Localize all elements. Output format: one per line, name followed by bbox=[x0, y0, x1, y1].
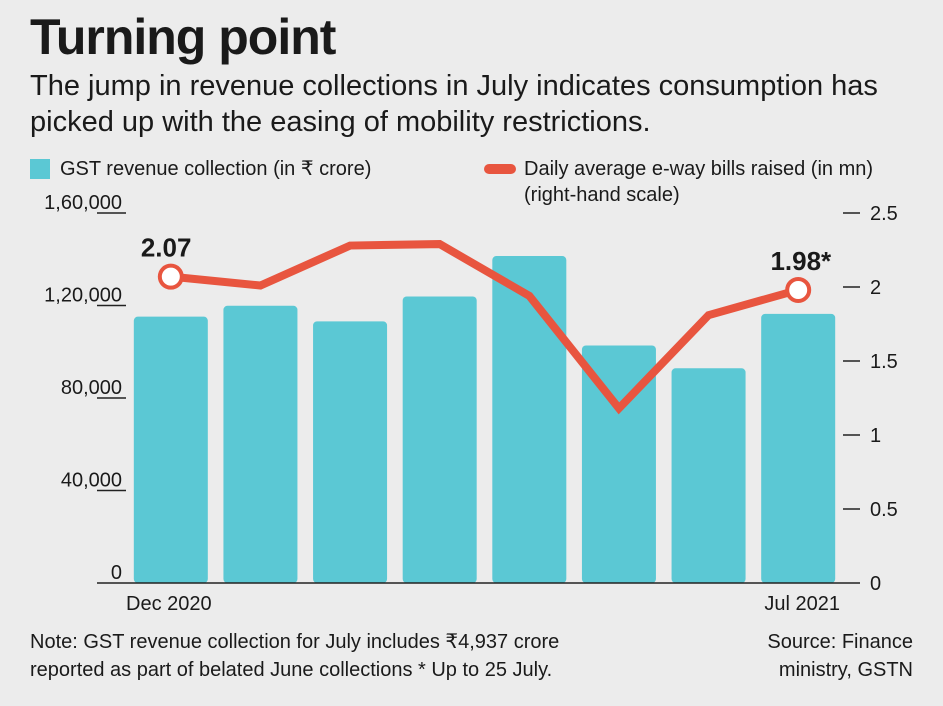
legend-gst-label: GST revenue collection (in ₹ crore) bbox=[60, 158, 372, 180]
eway-data-label: 2.07 bbox=[141, 233, 192, 263]
chart-title: Turning point bbox=[30, 9, 336, 65]
gst-bar bbox=[223, 305, 298, 583]
x-tick-label: Jul 2021 bbox=[764, 593, 840, 615]
right-tick-label: 2.5 bbox=[870, 203, 898, 225]
right-tick-label: 1 bbox=[870, 425, 881, 447]
chart-subtitle: The jump in revenue collections in July … bbox=[30, 70, 878, 138]
eway-data-label: 1.98* bbox=[770, 246, 832, 276]
gst-bar bbox=[133, 316, 208, 583]
legend-eway-sublabel: (right-hand scale) bbox=[524, 184, 680, 206]
left-tick-label: 40,000 bbox=[61, 470, 122, 492]
left-tick-label: 1,60,000 bbox=[44, 192, 122, 214]
gst-bar bbox=[581, 345, 656, 583]
right-tick-label: 0.5 bbox=[870, 499, 898, 521]
gst-bar bbox=[402, 296, 477, 583]
legend-eway: Daily average e-way bills raised (in mn)… bbox=[484, 156, 873, 208]
eway-point-marker bbox=[785, 276, 812, 303]
legend-gst: GST revenue collection (in ₹ crore) bbox=[30, 156, 371, 181]
legend-eway-swatch bbox=[484, 164, 516, 174]
eway-point-marker bbox=[157, 263, 184, 290]
right-tick-label: 2 bbox=[870, 277, 881, 299]
gst-bar bbox=[671, 368, 746, 583]
gst-bar bbox=[761, 313, 836, 583]
x-tick-label: Dec 2020 bbox=[126, 593, 212, 615]
left-tick-label: 80,000 bbox=[61, 377, 122, 399]
legend-eway-label: Daily average e-way bills raised (in mn) bbox=[524, 158, 874, 180]
gst-bar bbox=[313, 321, 388, 583]
gst-bar bbox=[492, 256, 567, 583]
note-text: Note: GST revenue collection for July in… bbox=[30, 631, 560, 681]
chart-source: Source: Finance ministry, GSTN bbox=[767, 628, 913, 684]
chart-note: Note: GST revenue collection for July in… bbox=[30, 628, 559, 684]
left-tick-label: 0 bbox=[111, 562, 122, 584]
right-tick-label: 1.5 bbox=[870, 351, 898, 373]
right-tick-label: 0 bbox=[870, 573, 881, 595]
legend-gst-swatch bbox=[30, 158, 50, 179]
eway-line bbox=[166, 240, 803, 415]
left-tick-label: 1,20,000 bbox=[44, 285, 122, 307]
source-text: Source: Finance ministry, GSTN bbox=[767, 631, 913, 681]
